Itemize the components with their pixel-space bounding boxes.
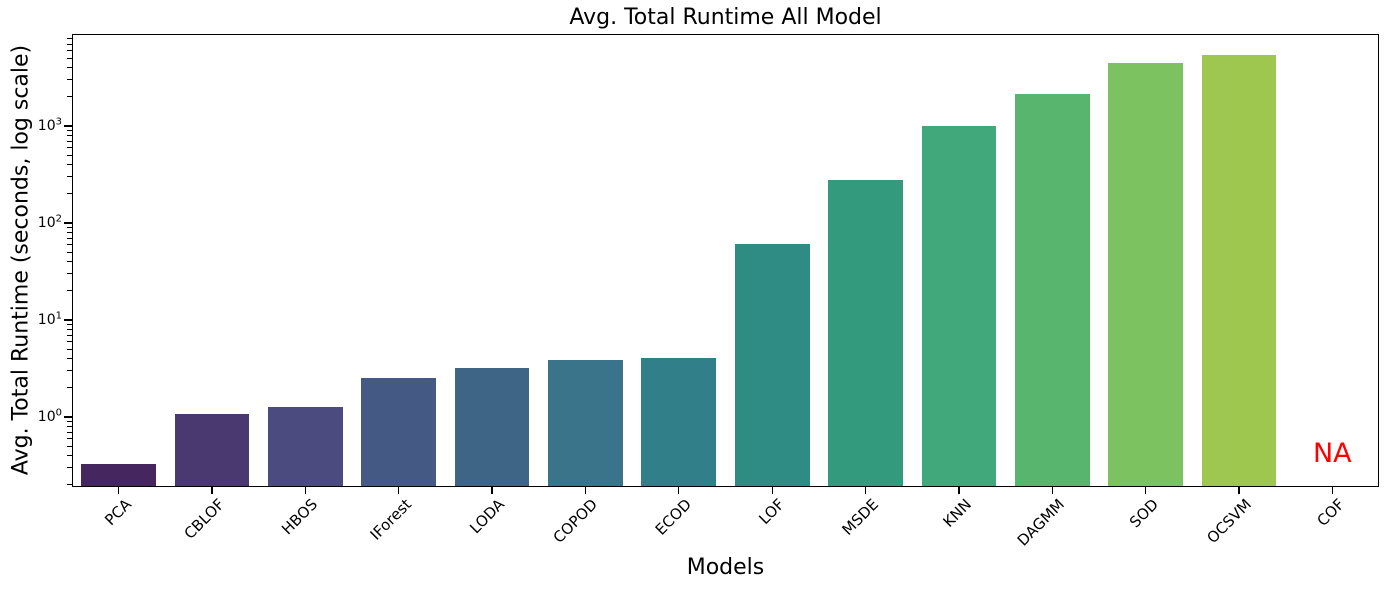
y-minor-tick (67, 37, 72, 39)
chart-title: Avg. Total Runtime All Model (569, 5, 882, 30)
x-tick-ECOD (678, 487, 680, 494)
y-minor-tick (67, 226, 72, 228)
y-minor-tick (67, 484, 72, 486)
x-tick-DAGMM (1051, 487, 1053, 494)
x-tick-label-MSDE: MSDE (838, 495, 882, 539)
y-minor-tick (67, 387, 72, 389)
y-minor-tick (67, 431, 72, 433)
x-tick-label-HBOS: HBOS (278, 495, 322, 539)
y-minor-tick (67, 50, 72, 52)
y-minor-tick (67, 420, 72, 422)
bar-OCSVM (1201, 54, 1277, 486)
y-minor-tick (67, 358, 72, 360)
bar-LODA (454, 368, 530, 486)
bar-PCA (81, 463, 156, 486)
y-minor-tick (67, 134, 72, 136)
y-minor-tick (67, 96, 72, 98)
y-minor-tick (67, 290, 72, 292)
x-tick-label-LODA: LODA (466, 495, 509, 538)
y-minor-tick (67, 261, 72, 263)
y-minor-tick (67, 370, 72, 372)
y-minor-tick (67, 438, 72, 440)
y-minor-tick (67, 348, 72, 350)
y-minor-tick (67, 43, 72, 45)
x-tick-CBLOF (211, 487, 213, 494)
x-tick-COF (1331, 487, 1333, 494)
bar-KNN (921, 126, 997, 486)
y-minor-tick (67, 273, 72, 275)
bar-SOD (1108, 63, 1183, 486)
x-tick-HBOS (304, 487, 307, 494)
y-minor-tick (67, 455, 72, 457)
y-minor-tick (67, 251, 72, 253)
x-tick-label-CBLOF: CBLOF (180, 495, 229, 543)
y-minor-tick (67, 164, 72, 166)
y-minor-tick (67, 323, 72, 325)
bar-CBLOF (174, 414, 250, 486)
x-tick-label-KNN: KNN (939, 495, 975, 531)
x-tick-label-COF: COF (1313, 495, 1349, 530)
y-minor-tick (67, 445, 72, 447)
y-tick-10e3 (64, 125, 72, 127)
x-tick-label-IForest: IForest (366, 495, 415, 544)
x-tick-MSDE (864, 487, 867, 494)
y-minor-tick (67, 467, 72, 469)
y-minor-tick (67, 334, 72, 336)
missing-value-label-COF: NA (1312, 438, 1352, 469)
x-axis-label: Models (686, 555, 765, 580)
x-tick-label-LOF: LOF (755, 495, 789, 529)
y-minor-tick (67, 67, 72, 69)
x-tick-KNN (958, 487, 960, 494)
bar-IForest (361, 378, 437, 486)
x-tick-SOD (1144, 487, 1147, 494)
x-tick-LOF (771, 487, 773, 494)
y-tick-label-10e2: 102 (37, 213, 62, 231)
y-tick-label-10e3: 103 (37, 116, 62, 134)
x-tick-label-ECOD: ECOD (651, 495, 695, 539)
x-tick-IForest (398, 487, 400, 494)
y-tick-label-10e0: 100 (37, 407, 62, 425)
y-minor-tick (67, 341, 72, 343)
y-minor-tick (67, 425, 72, 427)
y-minor-tick (67, 231, 72, 233)
x-tick-label-PCA: PCA (100, 495, 135, 530)
y-minor-tick (67, 129, 72, 131)
y-minor-tick (67, 147, 72, 149)
y-minor-tick (67, 57, 72, 59)
y-minor-tick (67, 328, 72, 330)
y-minor-tick (67, 176, 72, 178)
y-tick-10e2 (64, 222, 72, 224)
y-tick-10e0 (64, 416, 72, 418)
y-minor-tick (67, 140, 72, 142)
bar-LOF (734, 243, 810, 486)
bar-HBOS (268, 406, 343, 486)
x-tick-OCSVM (1238, 487, 1240, 494)
x-tick-COPOD (584, 487, 587, 494)
bar-MSDE (828, 179, 903, 486)
x-tick-label-DAGMM: DAGMM (1013, 495, 1069, 550)
y-tick-10e1 (64, 319, 72, 321)
y-minor-tick (67, 154, 72, 156)
x-tick-PCA (118, 487, 120, 494)
x-tick-LODA (491, 487, 493, 494)
y-tick-label-10e1: 101 (37, 310, 62, 328)
bar-ECOD (641, 358, 717, 486)
y-minor-tick (67, 193, 72, 195)
bar-COPOD (548, 359, 623, 486)
bar-DAGMM (1014, 94, 1090, 486)
x-tick-label-COPOD: COPOD (550, 495, 602, 547)
y-minor-tick (67, 237, 72, 239)
y-minor-tick (67, 79, 72, 81)
y-minor-tick (67, 244, 72, 246)
x-tick-label-OCSVM: OCSVM (1203, 495, 1255, 547)
x-tick-label-SOD: SOD (1125, 495, 1162, 532)
